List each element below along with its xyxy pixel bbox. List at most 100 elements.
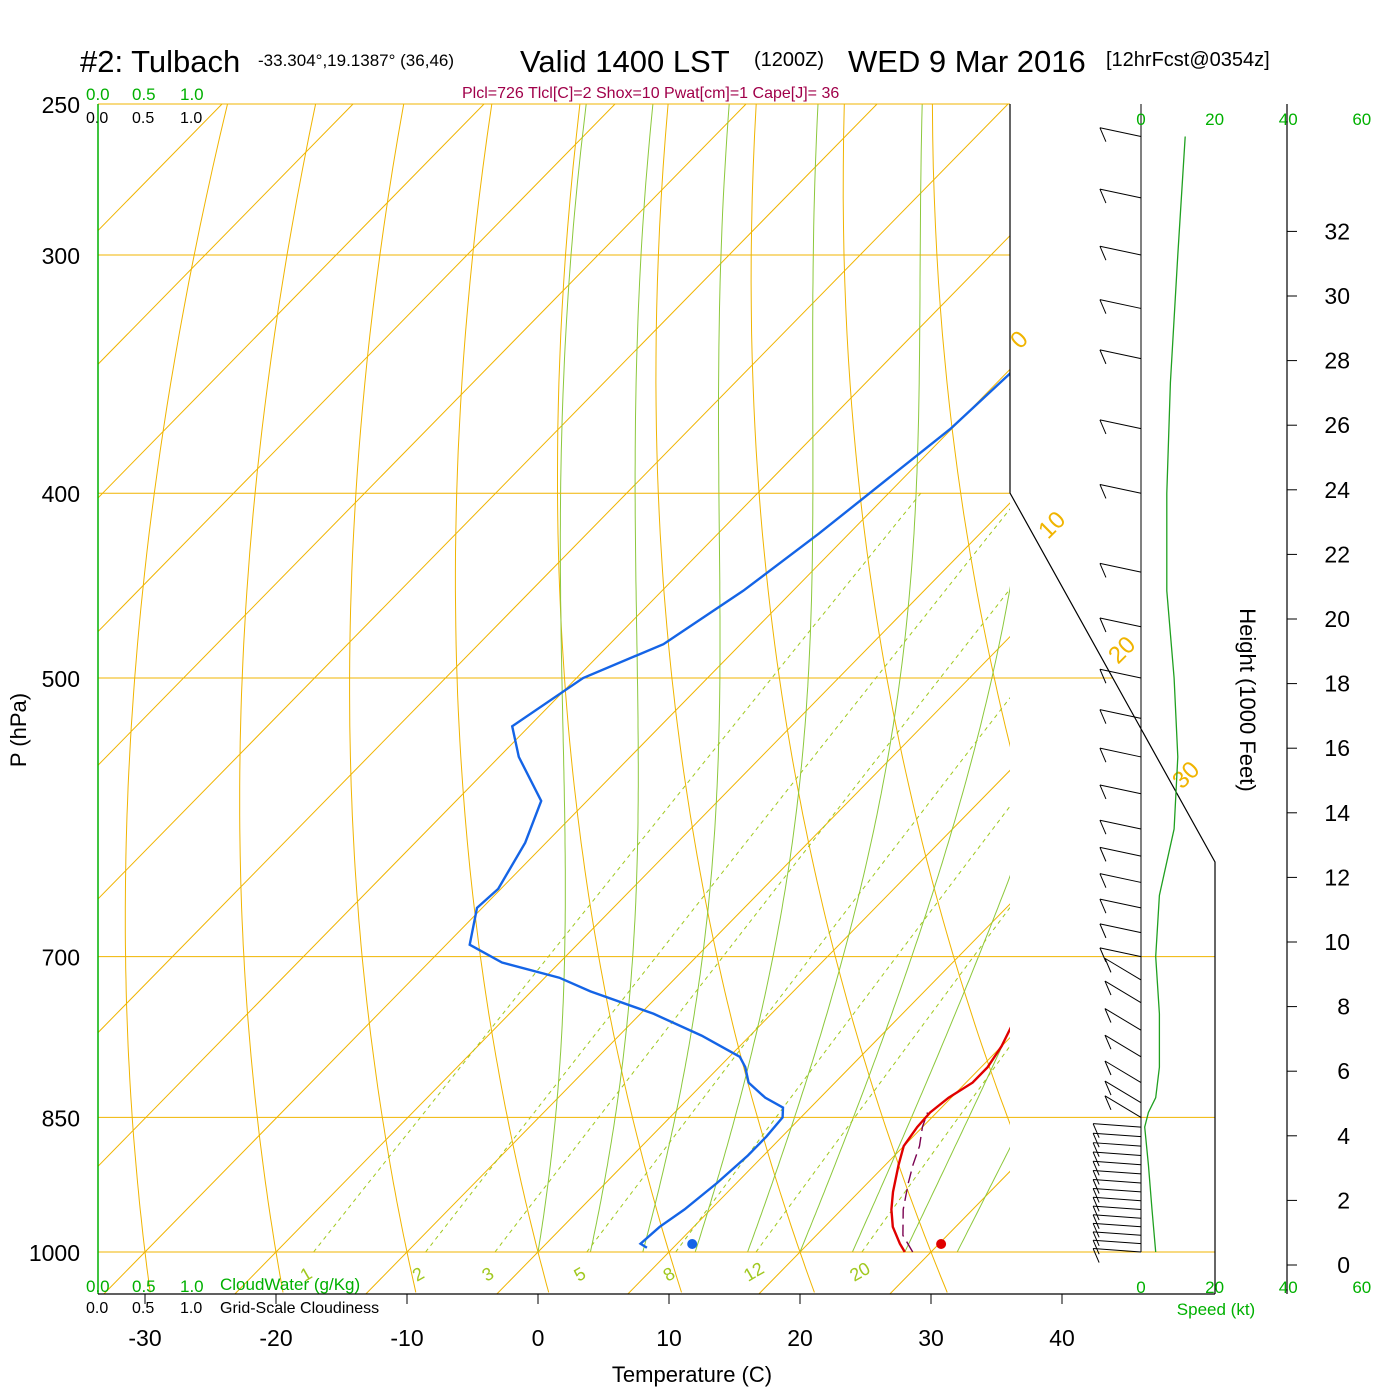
speed-tick-bottom: 40 — [1279, 1278, 1298, 1297]
wind-barb — [1099, 483, 1142, 494]
moist-adiabat-line — [537, 104, 587, 1253]
temperature-axis: -30 -20 -10 0 10 20 30 40 — [128, 1294, 1075, 1351]
speed-tick-top: 20 — [1205, 110, 1224, 129]
wind-barb — [1099, 617, 1142, 628]
isotherm-line — [627, 903, 1010, 1294]
wind-barb-flag — [1104, 1035, 1112, 1050]
height-tick-label: 18 — [1324, 671, 1350, 697]
dry-adiabat-line — [124, 104, 229, 1293]
scale-bottom-green-2: 1.0 — [180, 1277, 204, 1296]
mixing-ratio-line — [313, 492, 922, 1253]
wind-barb — [1093, 1205, 1142, 1211]
temperature-tick-label: 30 — [918, 1325, 944, 1351]
wind-barb — [1104, 1034, 1142, 1058]
wind-barb — [1099, 127, 1142, 137]
pressure-tick-label: 400 — [42, 481, 80, 507]
wind-barb-flag — [1099, 898, 1107, 914]
scale-bottom-black-label: Grid-Scale Cloudiness — [220, 1300, 379, 1317]
temperature-tick-label: 20 — [787, 1325, 813, 1351]
wind-barb-flag — [1099, 669, 1107, 684]
moist-adiabat-line — [747, 104, 923, 1253]
wind-barb — [1093, 1239, 1142, 1245]
wind-barb-flag — [1099, 127, 1107, 142]
wind-barb-flag — [1092, 1205, 1100, 1221]
height-axis-label: Height (1000 Feet) — [1235, 608, 1260, 791]
title-coords: -33.304°,19.1387° (36,46) — [258, 51, 454, 70]
wind-barb — [1099, 784, 1142, 795]
wind-barb-flag — [1092, 1240, 1100, 1255]
wind-barb — [1093, 1142, 1142, 1147]
dry-adiabat-line — [557, 104, 682, 1293]
scale-top-black-0: 0.0 — [86, 110, 108, 127]
scale-bottom-green-label: CloudWater (g/Kg) — [220, 1275, 360, 1294]
temperature-tick-label: -10 — [390, 1325, 423, 1351]
height-tick-label: 20 — [1324, 606, 1350, 632]
wind-barb — [1099, 562, 1142, 573]
scale-top-green-1: 0.5 — [132, 85, 156, 104]
moist-adiabat-line — [904, 1027, 1010, 1253]
wind-barb — [1099, 709, 1142, 719]
wind-barb — [1099, 947, 1142, 958]
y-axis-label: P (hPa) — [6, 693, 31, 767]
wind-barb-flag — [1092, 1142, 1100, 1157]
isotherm-line — [1152, 104, 1400, 1294]
pressure-tick-label: 1000 — [29, 1240, 80, 1266]
speed-tick-bottom: 20 — [1205, 1278, 1224, 1297]
mixing-ratio-line — [861, 1045, 1010, 1253]
height-tick-label: 0 — [1337, 1252, 1350, 1278]
isotherm-line — [98, 104, 1009, 1034]
wind-barb — [1093, 1231, 1142, 1236]
isotherm-label-right: 10 — [1033, 506, 1071, 544]
temperature-tick-label: -30 — [128, 1325, 161, 1351]
height-tick-label: 10 — [1324, 929, 1350, 955]
pressure-axis: 250 300 400 500 700 850 1000 — [29, 92, 80, 1266]
wind-barb — [1099, 819, 1142, 830]
height-tick-label: 26 — [1324, 412, 1350, 438]
isotherm-line — [365, 635, 1010, 1294]
wind-barb — [1104, 957, 1142, 981]
height-tick-label: 16 — [1324, 735, 1350, 761]
wind-barb-flag — [1092, 1133, 1100, 1148]
wind-barb-flag — [1099, 784, 1107, 800]
wind-barb-flag — [1099, 873, 1107, 888]
wind-barb — [1093, 1222, 1142, 1228]
wind-barb-flag — [1104, 1080, 1112, 1096]
wind-barb-flag — [1092, 1197, 1100, 1212]
height-tick-label: 8 — [1337, 994, 1350, 1020]
wind-barb — [1104, 1095, 1142, 1118]
isotherm-line — [98, 104, 747, 766]
wind-barb-flag — [1092, 1179, 1100, 1194]
scale-top-green-2: 1.0 — [180, 85, 204, 104]
height-tick-label: 14 — [1324, 800, 1350, 826]
top-cloud-water-scale: 0.0 0.5 1.0 0.0 0.5 1.0 — [86, 85, 204, 127]
mixing-ratio-line — [494, 588, 1010, 1253]
parcel-trace — [902, 1112, 929, 1253]
height-tick-label: 2 — [1337, 1187, 1350, 1213]
title-valid: Valid 1400 LST — [520, 44, 730, 79]
speed-tick-bottom: 0 — [1136, 1278, 1145, 1297]
scale-top-black-1: 0.5 — [132, 110, 154, 127]
isotherm-line — [496, 769, 1010, 1294]
wind-barb — [1099, 898, 1142, 909]
wind-barb — [1099, 299, 1142, 309]
wind-barb — [1099, 923, 1142, 934]
isotherm-line — [98, 234, 1010, 1168]
wind-barb-flag — [1092, 1151, 1100, 1167]
temperature-trace — [890, 1026, 1010, 1253]
frame-right — [1009, 104, 1216, 1294]
mixing-ratio-line — [586, 696, 1010, 1253]
wind-barb — [1099, 846, 1142, 857]
pressure-tick-label: 850 — [42, 1105, 80, 1131]
surface-temperature-dot — [936, 1239, 947, 1249]
height-tick-label: 32 — [1324, 218, 1350, 244]
wind-barb — [1099, 349, 1142, 360]
wind-barb-flag — [1104, 1008, 1112, 1023]
wind-barb-flag — [1104, 958, 1112, 973]
speed-tick-top: 40 — [1279, 110, 1298, 129]
scale-bottom-black-2: 1.0 — [180, 1300, 202, 1317]
title-station: #2: Tulbach — [80, 44, 240, 79]
wind-barb — [1093, 1178, 1142, 1184]
title-zulu: (1200Z) — [754, 49, 824, 71]
